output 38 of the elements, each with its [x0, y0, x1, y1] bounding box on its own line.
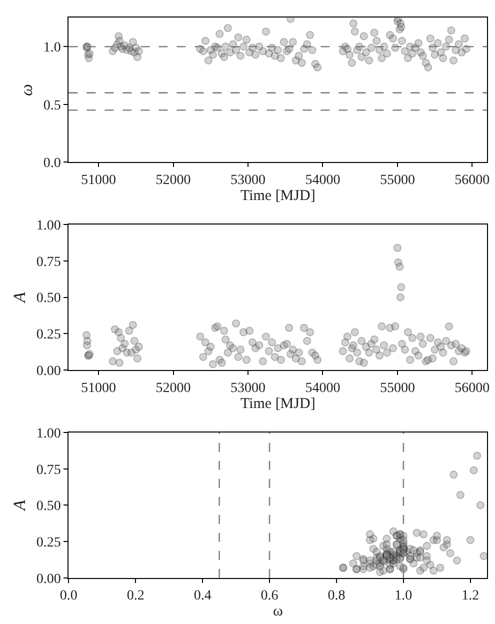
- y-tick-label: 0.00: [36, 364, 61, 379]
- x-tick-label: 52000: [156, 172, 191, 188]
- y-tick-label: 0.75: [36, 254, 61, 270]
- y-tick-label: 0.00: [36, 572, 61, 587]
- y-tick-label: 0.75: [36, 462, 61, 478]
- x-tick-label: 56000: [454, 380, 490, 396]
- y-tick-label: 1.0: [43, 40, 61, 56]
- x-tick-label: 55000: [380, 380, 415, 396]
- x-tick-label: 54000: [305, 172, 340, 188]
- y-tick-label: 0.25: [36, 535, 61, 550]
- x-tick-label: 53000: [230, 172, 266, 188]
- x-tick-label: 0.8: [328, 588, 346, 604]
- x-tick-label: 1.0: [394, 588, 412, 604]
- y-tick-label: 0.5: [43, 98, 61, 114]
- y-axis-title: ω: [16, 84, 36, 96]
- y-axis-title: A: [10, 292, 29, 304]
- x-tick-label: 0.0: [60, 588, 78, 604]
- y-tick-label: 0.50: [36, 499, 61, 514]
- y-tick-label: 1.00: [36, 218, 61, 234]
- x-tick-label: 52000: [156, 380, 191, 396]
- x-tick-label: 1.2: [462, 588, 480, 604]
- x-tick-label: 56000: [454, 172, 490, 188]
- y-tick-label: 0.25: [36, 328, 61, 343]
- x-axis-title: Time [MJD]: [240, 396, 316, 412]
- x-axis-title: ω: [272, 604, 283, 620]
- x-tick-label: 54000: [305, 380, 340, 396]
- y-tick-label: 1.00: [36, 426, 61, 442]
- x-tick-label: 0.4: [194, 588, 212, 604]
- x-axis-title: Time [MJD]: [240, 188, 316, 204]
- x-tick-label: 0.6: [260, 588, 278, 604]
- x-tick-label: 53000: [230, 380, 266, 396]
- x-tick-label: 55000: [380, 172, 415, 188]
- x-tick-label: 0.2: [126, 588, 144, 604]
- y-tick-label: 0.0: [43, 156, 61, 172]
- x-tick-label: 51000: [81, 172, 116, 188]
- x-tick-label: 51000: [81, 380, 116, 396]
- y-tick-label: 0.50: [36, 291, 61, 306]
- y-axis-title: A: [10, 499, 29, 512]
